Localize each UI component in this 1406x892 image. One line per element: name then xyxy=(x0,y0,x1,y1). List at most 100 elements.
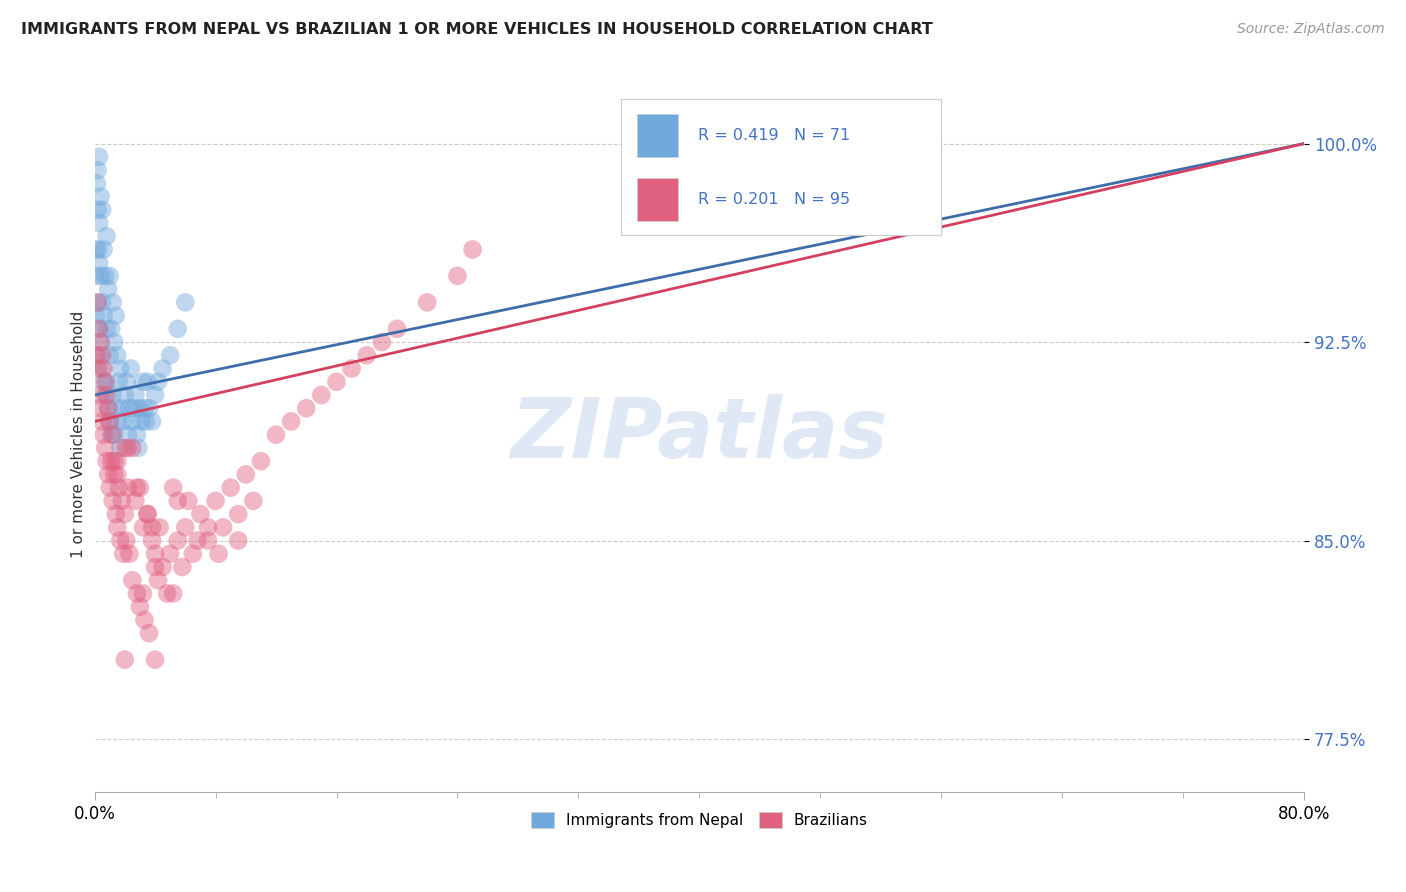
Point xyxy=(87,255,110,269)
Point xyxy=(120,361,142,376)
Point xyxy=(114,507,136,521)
Point xyxy=(86,361,108,376)
Point xyxy=(96,229,118,244)
Point xyxy=(86,202,108,217)
Point xyxy=(152,560,174,574)
Text: ZIPatlas: ZIPatlas xyxy=(510,394,889,475)
Point xyxy=(94,441,117,455)
Point xyxy=(98,414,121,428)
Point xyxy=(101,295,124,310)
Point xyxy=(105,467,128,482)
Point xyxy=(87,150,110,164)
Point xyxy=(90,334,112,349)
Point xyxy=(90,189,112,203)
Point xyxy=(132,520,155,534)
Point xyxy=(87,216,110,230)
Point xyxy=(250,454,273,468)
Point xyxy=(204,494,226,508)
Point xyxy=(325,375,347,389)
Point xyxy=(100,322,122,336)
Point xyxy=(135,414,157,428)
Point xyxy=(117,441,139,455)
Point xyxy=(141,533,163,548)
Point xyxy=(129,599,152,614)
Point xyxy=(91,295,114,310)
Point xyxy=(295,401,318,416)
Point xyxy=(94,268,117,283)
Point xyxy=(90,401,112,416)
Point xyxy=(84,243,107,257)
Point xyxy=(94,388,117,402)
Point xyxy=(86,176,108,190)
Legend: Immigrants from Nepal, Brazilians: Immigrants from Nepal, Brazilians xyxy=(524,806,875,834)
Point xyxy=(125,481,148,495)
Point xyxy=(124,388,146,402)
Point xyxy=(87,322,110,336)
Point xyxy=(174,295,197,310)
Point xyxy=(143,560,166,574)
Point xyxy=(132,586,155,600)
Point xyxy=(103,334,125,349)
Point xyxy=(162,586,184,600)
Point xyxy=(181,547,204,561)
Point xyxy=(174,520,197,534)
Point xyxy=(100,427,122,442)
Point xyxy=(121,414,143,428)
Point xyxy=(110,533,132,548)
Point xyxy=(110,441,132,455)
Point xyxy=(235,467,257,482)
Point xyxy=(197,533,219,548)
Point xyxy=(146,574,169,588)
Point xyxy=(84,309,107,323)
Point xyxy=(107,481,129,495)
Point xyxy=(93,427,115,442)
Point xyxy=(122,401,145,416)
Point xyxy=(104,401,127,416)
Point xyxy=(166,494,188,508)
Point xyxy=(91,414,114,428)
Point xyxy=(91,202,114,217)
Point xyxy=(104,507,127,521)
Point xyxy=(100,454,122,468)
Point xyxy=(86,295,108,310)
Point xyxy=(166,322,188,336)
Point xyxy=(93,309,115,323)
Point xyxy=(280,414,302,428)
Point xyxy=(121,441,143,455)
Point xyxy=(226,533,249,548)
Point xyxy=(124,494,146,508)
Point xyxy=(125,427,148,442)
Point xyxy=(101,427,124,442)
Point xyxy=(371,334,394,349)
Point xyxy=(129,481,152,495)
Point xyxy=(131,414,153,428)
Point xyxy=(156,586,179,600)
Point xyxy=(96,375,118,389)
Point xyxy=(84,268,107,283)
Point xyxy=(136,375,159,389)
Point xyxy=(127,441,149,455)
Point xyxy=(103,467,125,482)
Point xyxy=(87,322,110,336)
Text: Source: ZipAtlas.com: Source: ZipAtlas.com xyxy=(1237,22,1385,37)
Point xyxy=(197,520,219,534)
Point xyxy=(101,494,124,508)
Point xyxy=(207,547,229,561)
Point xyxy=(146,375,169,389)
Point xyxy=(114,388,136,402)
Point xyxy=(96,322,118,336)
Point xyxy=(112,547,135,561)
Point xyxy=(86,163,108,178)
Point xyxy=(125,586,148,600)
Point xyxy=(105,414,128,428)
Point xyxy=(159,348,181,362)
Point xyxy=(134,613,156,627)
Point xyxy=(136,507,159,521)
Point xyxy=(91,361,114,376)
Point xyxy=(115,375,138,389)
Point xyxy=(149,520,172,534)
Point xyxy=(121,574,143,588)
Point xyxy=(94,375,117,389)
Point xyxy=(111,494,134,508)
Point xyxy=(177,494,200,508)
